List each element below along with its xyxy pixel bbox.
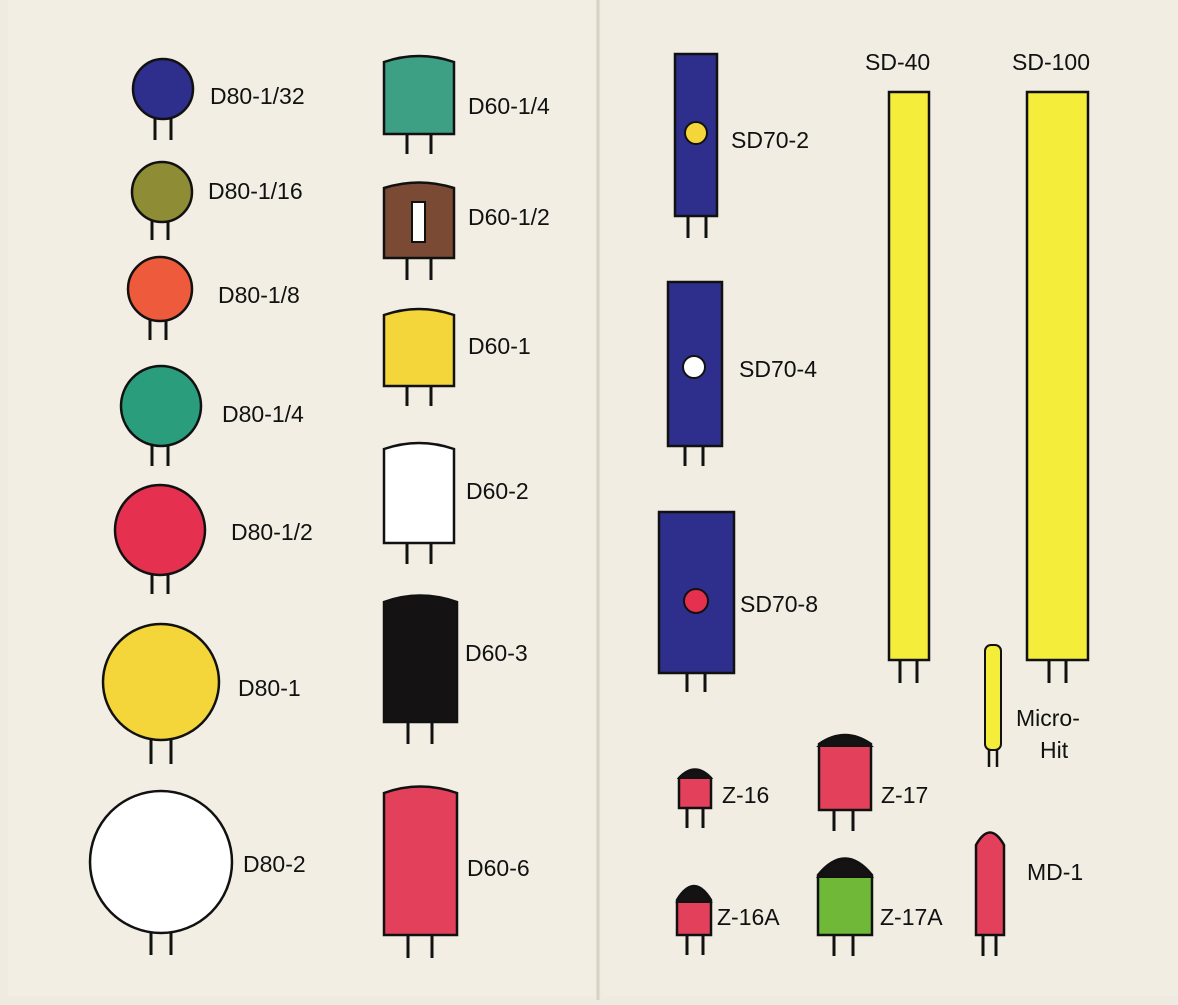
sd70-4: SD70-4 [666, 280, 817, 466]
z-16a-label: Z-16A [717, 904, 780, 930]
z-16a-cap [675, 886, 713, 903]
d80-1-4-label: D80-1/4 [222, 401, 304, 427]
d80-1-16-label: D80-1/16 [208, 178, 303, 204]
d80-2-body [88, 789, 234, 935]
d80-1-2: D80-1/2 [113, 483, 313, 594]
d80-1-32: D80-1/32 [131, 57, 305, 140]
z-17a: Z-17A [815, 857, 943, 956]
d80-1-16-body [130, 160, 194, 224]
z-17-cap [816, 735, 874, 747]
sd70-4-dot [682, 355, 706, 379]
d80-1-32-body [131, 57, 195, 121]
d60-1-4: D60-1/4 [382, 54, 550, 154]
d80-1-4: D80-1/4 [119, 364, 304, 466]
z-16a: Z-16A [675, 884, 780, 955]
sd-40: SD-40 [865, 49, 931, 683]
micro-hit: Micro- Hit [984, 644, 1080, 767]
d60-6-label: D60-6 [467, 855, 530, 881]
d60-1: D60-1 [382, 307, 531, 406]
d60-2: D60-2 [382, 441, 529, 564]
d80-1-2-label: D80-1/2 [231, 519, 313, 545]
z-17: Z-17 [816, 733, 928, 831]
md-1: MD-1 [974, 831, 1083, 956]
sd-100-label: SD-100 [1012, 49, 1090, 75]
sd70-2: SD70-2 [673, 52, 809, 238]
d60-3-body [382, 594, 459, 724]
d60-2-body [382, 441, 456, 545]
z-16: Z-16 [676, 768, 769, 828]
d60-3: D60-3 [382, 594, 528, 744]
sd70-8-label: SD70-8 [740, 591, 818, 617]
d60-1-body [382, 307, 456, 388]
sd70-8: SD70-8 [657, 510, 818, 692]
micro-hit-body [984, 644, 1002, 751]
d80-1-label: D80-1 [238, 675, 301, 701]
md-1-label: MD-1 [1027, 859, 1083, 885]
d60-1-4-body [382, 54, 456, 136]
d60-1-2-window [411, 201, 426, 243]
d60-6-body [382, 785, 459, 937]
z-17a-cap [815, 858, 875, 878]
z-16-label: Z-16 [722, 782, 769, 808]
d80-1-body [101, 622, 221, 742]
micro-hit-label-2: Hit [1040, 737, 1069, 763]
d80-1: D80-1 [101, 622, 301, 764]
d60-1-4-label: D60-1/4 [468, 93, 550, 119]
d80-1-8-label: D80-1/8 [218, 282, 300, 308]
sd70-2-dot [684, 121, 708, 145]
md-1-body [974, 831, 1006, 937]
z-17a-label: Z-17A [880, 904, 943, 930]
micro-hit-label-1: Micro- [1016, 705, 1080, 731]
sd-100-body [1025, 90, 1090, 662]
d80-1-8-body [126, 255, 194, 323]
sd-40-label: SD-40 [865, 49, 930, 75]
d80-1-32-label: D80-1/32 [210, 83, 305, 109]
sd70-8-dot [683, 588, 709, 614]
d60-2-label: D60-2 [466, 478, 529, 504]
sd70-2-label: SD70-2 [731, 127, 809, 153]
d80-1-16: D80-1/16 [130, 160, 303, 240]
sd-100: SD-100 [1012, 49, 1090, 683]
z-16-cap [676, 768, 714, 779]
d80-1-4-body [119, 364, 203, 448]
d80-1-8: D80-1/8 [126, 255, 300, 340]
d60-6: D60-6 [382, 785, 530, 958]
d80-1-2-body [113, 483, 207, 577]
d80-2-label: D80-2 [243, 851, 306, 877]
sd-40-body [887, 90, 931, 662]
d60-1-2: D60-1/2 [382, 181, 550, 280]
sd70-4-label: SD70-4 [739, 356, 817, 382]
d60-1-2-label: D60-1/2 [468, 204, 550, 230]
d60-3-label: D60-3 [465, 640, 528, 666]
d60-1-label: D60-1 [468, 333, 531, 359]
d80-2: D80-2 [88, 789, 306, 955]
z-17-label: Z-17 [881, 782, 928, 808]
